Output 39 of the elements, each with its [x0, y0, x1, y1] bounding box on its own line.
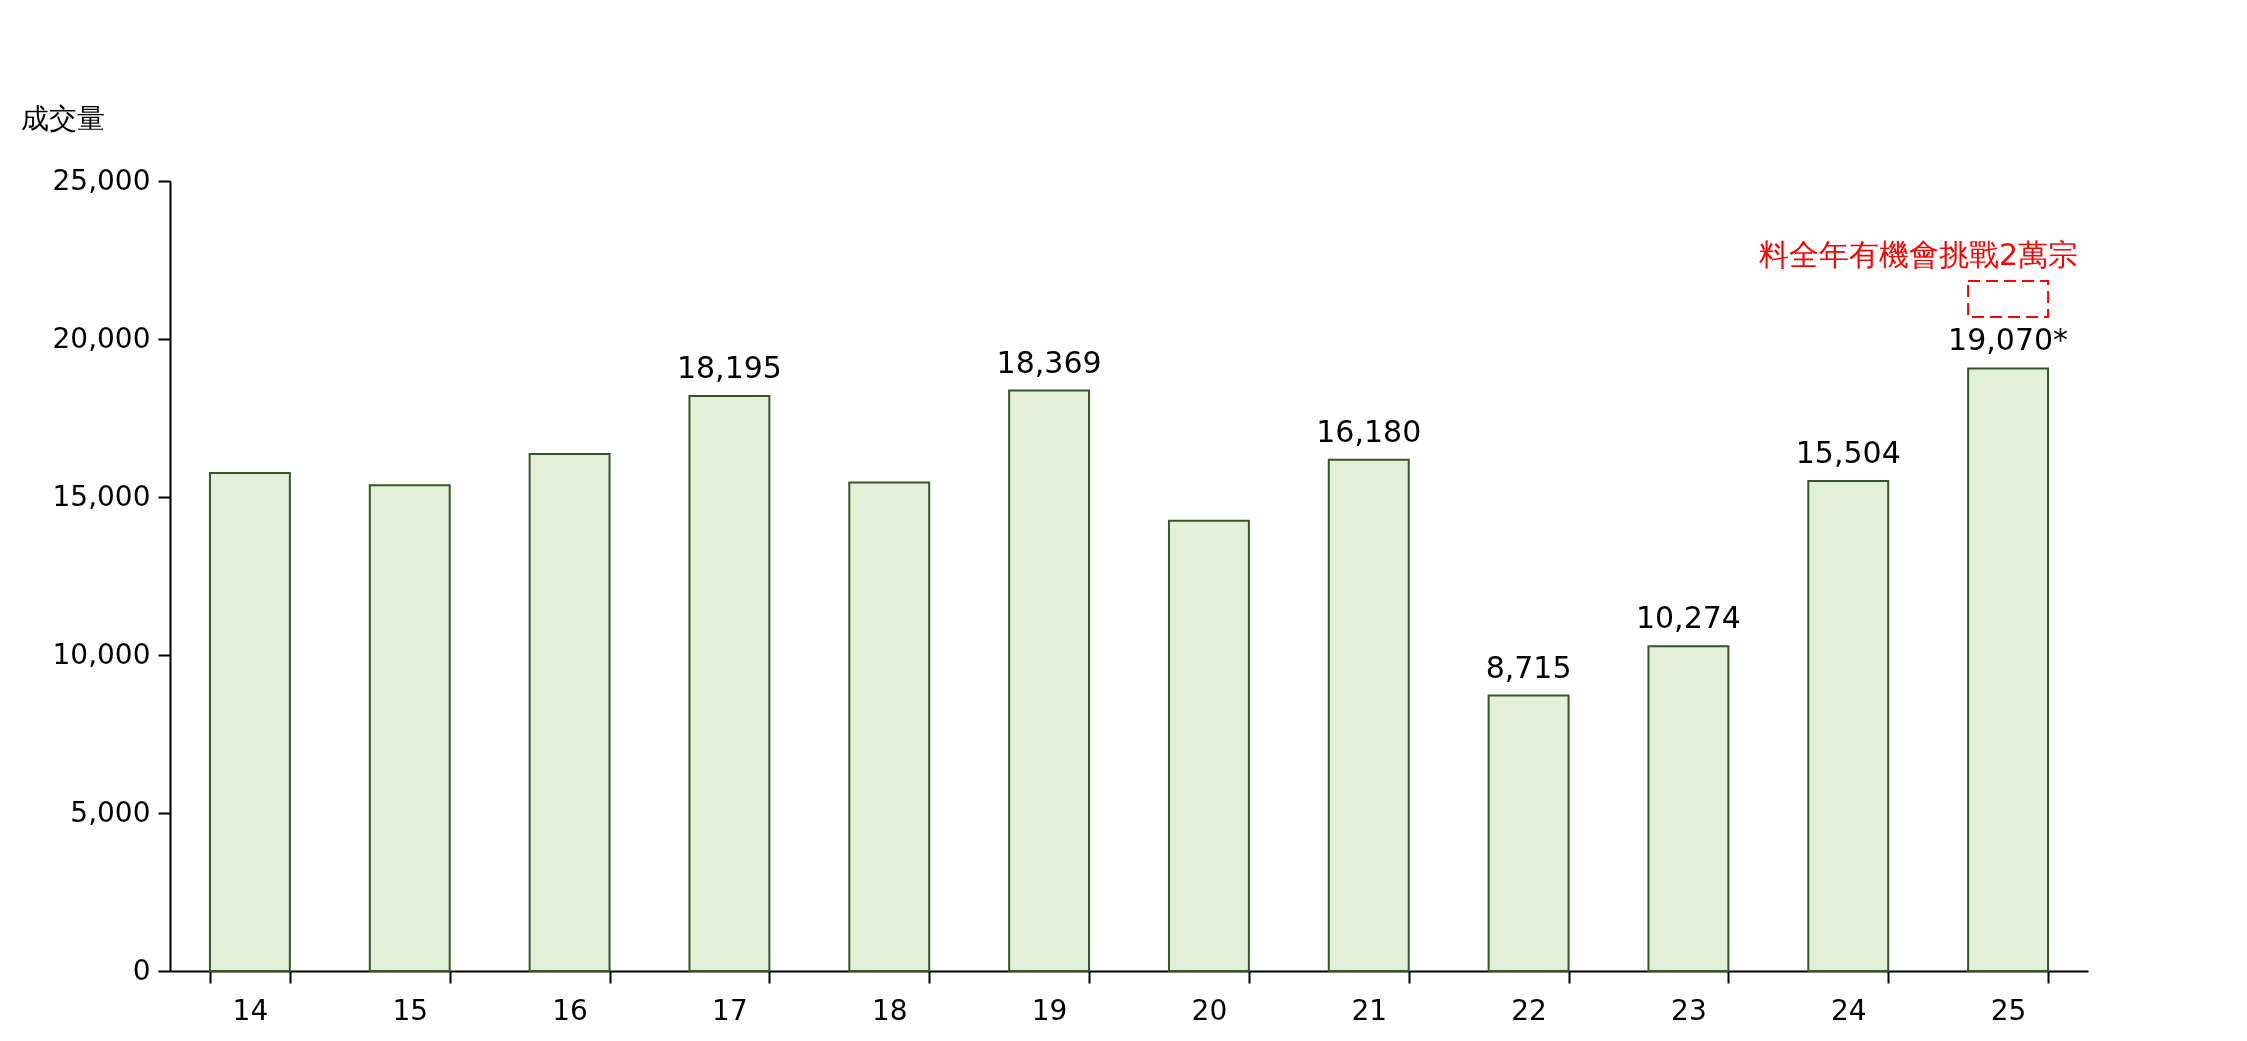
x-tick-label: 16 [552, 993, 588, 1027]
x-tick-label: 24 [1830, 993, 1867, 1027]
y-tick-label: 15,000 [52, 479, 151, 513]
bar [1967, 367, 2050, 972]
data-label: 10,274 [1635, 600, 1741, 636]
y-axis-title: 成交量 [20, 101, 105, 135]
data-label: 8,715 [1485, 649, 1572, 685]
data-label: 16,180 [1316, 413, 1422, 449]
bar [1647, 645, 1730, 972]
y-tick-label: 25,000 [52, 163, 151, 197]
x-tick-label: 25 [1990, 993, 2027, 1027]
annotation: 料全年有機會挑戰2萬宗 [1758, 237, 2079, 272]
x-tick-label: 21 [1351, 993, 1388, 1027]
bar [688, 395, 771, 972]
y-tick-label: 20,000 [52, 321, 151, 355]
bar [1487, 694, 1570, 972]
bar [1167, 519, 1250, 972]
bar [848, 481, 931, 972]
bar [1807, 480, 1890, 972]
x-tick-label: 17 [712, 993, 748, 1027]
x-tick-label: 20 [1191, 993, 1228, 1027]
y-tick-label: 0 [132, 953, 151, 987]
bar [1327, 458, 1410, 972]
data-label: 19,070* [1948, 322, 2069, 358]
x-tick-label: 14 [232, 993, 269, 1027]
data-label: 15,504 [1795, 435, 1901, 471]
x-tick-label: 19 [1031, 993, 1068, 1027]
data-label: 18,369 [996, 344, 1102, 380]
data-label: 18,195 [676, 350, 782, 386]
x-tick-label: 18 [871, 993, 908, 1027]
bar [368, 484, 451, 972]
bar [528, 453, 611, 972]
x-tick-label: 15 [392, 993, 429, 1027]
bar [1008, 389, 1091, 972]
y-tick-label: 10,000 [52, 637, 151, 671]
y-tick-label: 5,000 [70, 795, 151, 829]
bar [208, 471, 291, 972]
x-tick-label: 23 [1671, 993, 1707, 1027]
x-tick-label: 22 [1511, 993, 1547, 1027]
